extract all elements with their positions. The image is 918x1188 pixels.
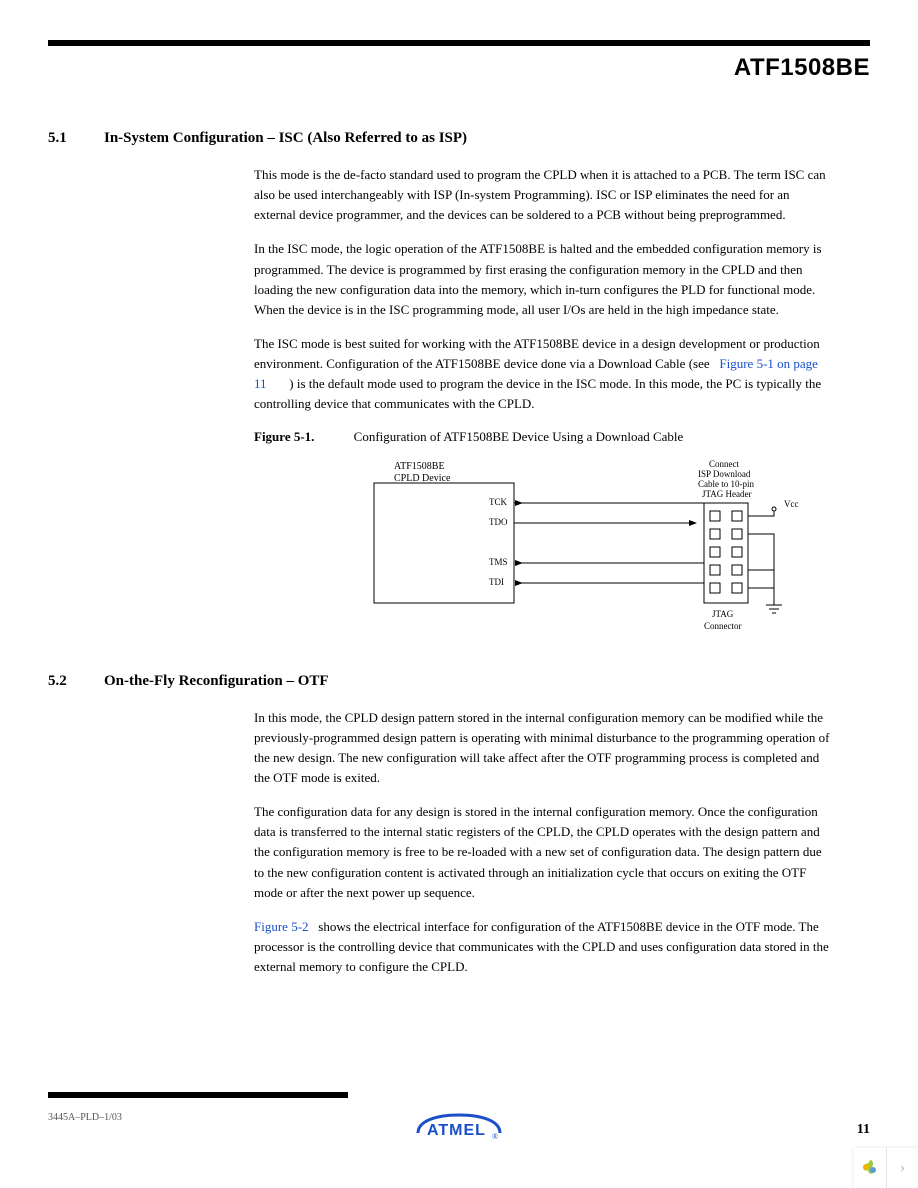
- signal-tdo: TDO: [489, 517, 508, 527]
- conn-label-1: JTAG: [712, 609, 734, 619]
- paragraph: In the ISC mode, the logic operation of …: [254, 239, 830, 320]
- figure-caption-text: Configuration of ATF1508BE Device Using …: [354, 429, 684, 444]
- section-body-5-1: This mode is the de-facto standard used …: [254, 165, 830, 645]
- conn-label-2: Connector: [704, 621, 742, 631]
- bottom-rule: [48, 1092, 348, 1098]
- atmel-logo: ATMEL ®: [414, 1111, 504, 1146]
- download-cable-diagram: ATF1508BE CPLD Device TCK TDO TMS TDI: [354, 455, 824, 645]
- header-label-3: Cable to 10-pin: [698, 479, 754, 489]
- paragraph: The ISC mode is best suited for working …: [254, 334, 830, 415]
- signal-tms: TMS: [489, 557, 508, 567]
- section-number: 5.2: [48, 673, 104, 690]
- cpld-label-1: ATF1508BE: [394, 461, 445, 472]
- viewer-corner-widget: ›: [854, 1148, 918, 1188]
- svg-text:®: ®: [492, 1132, 498, 1141]
- section-heading-5-1: 5.1 In-System Configuration – ISC (Also …: [48, 130, 870, 147]
- cpld-label-2: CPLD Device: [394, 473, 451, 484]
- paragraph: This mode is the de-facto standard used …: [254, 165, 830, 225]
- paragraph: Figure 5-2 shows the electrical interfac…: [254, 917, 830, 977]
- header-label-1: Connect: [709, 459, 739, 469]
- section-heading-5-2: 5.2 On-the-Fly Reconfiguration – OTF: [48, 673, 870, 690]
- viewer-color-icon[interactable]: [854, 1148, 886, 1188]
- figure-link[interactable]: Figure 5-1 on page 11: [254, 356, 818, 391]
- header-label-2: ISP Download: [698, 469, 751, 479]
- figure-caption: Figure 5-1. Configuration of ATF1508BE D…: [254, 429, 830, 445]
- header-label-4: JTAG Header: [702, 489, 752, 499]
- figure-5-1: ATF1508BE CPLD Device TCK TDO TMS TDI: [354, 455, 830, 645]
- vcc-label: Vcc: [784, 499, 799, 509]
- paragraph: The configuration data for any design is…: [254, 802, 830, 903]
- page-footer: 3445A–PLD–1/03 ATMEL ® 11: [48, 1092, 870, 1148]
- figure-label: Figure 5-1.: [254, 429, 314, 444]
- paragraph: In this mode, the CPLD design pattern st…: [254, 708, 830, 789]
- top-rule: [48, 40, 870, 46]
- figure-link[interactable]: Figure 5-2: [254, 919, 309, 934]
- doc-title: ATF1508BE: [48, 54, 870, 82]
- section-body-5-2: In this mode, the CPLD design pattern st…: [254, 708, 830, 978]
- page-number: 11: [857, 1122, 870, 1138]
- section-number: 5.1: [48, 130, 104, 147]
- signal-tck: TCK: [489, 497, 508, 507]
- page: ATF1508BE 5.1 In-System Configuration – …: [48, 40, 870, 1148]
- svg-text:ATMEL: ATMEL: [427, 1122, 486, 1139]
- signal-tdi: TDI: [489, 577, 504, 587]
- viewer-next-button[interactable]: ›: [886, 1148, 918, 1188]
- section-title: On-the-Fly Reconfiguration – OTF: [104, 673, 329, 690]
- section-title: In-System Configuration – ISC (Also Refe…: [104, 130, 467, 147]
